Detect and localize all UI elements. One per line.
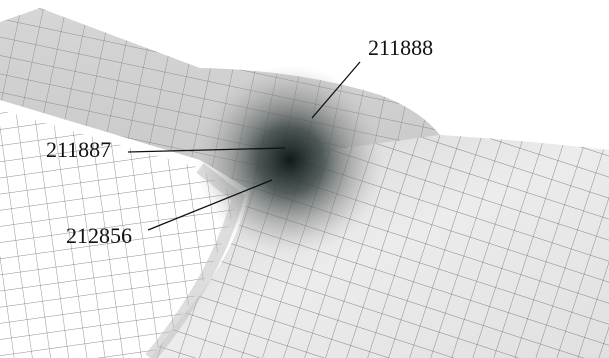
- node-label: 212856: [66, 223, 132, 248]
- node-label: 211887: [46, 137, 111, 162]
- stress-spot: [180, 65, 400, 255]
- node-label: 211888: [368, 35, 433, 60]
- mesh-figure: 211888 211887 212856: [0, 0, 609, 358]
- page: {"annotations": [{"text": "211888"}, {"t…: [0, 0, 609, 358]
